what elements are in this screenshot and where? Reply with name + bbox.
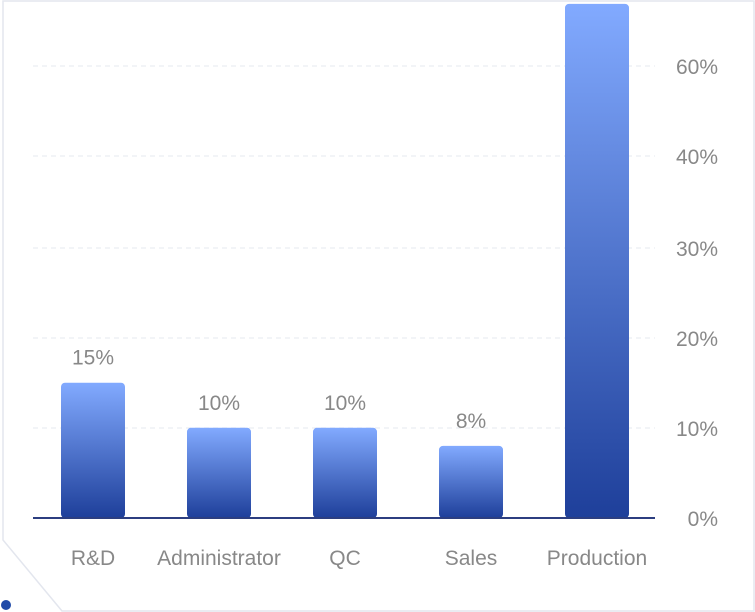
- x-tick-label: Sales: [445, 547, 498, 570]
- corner-dot-icon: [1, 600, 11, 610]
- bars: [61, 3, 629, 519]
- bar: [187, 427, 251, 518]
- labels: 0% 10% 20% 30% 40% 60% 15% R&D 10% Administrator 1…: [71, 56, 718, 570]
- bar-value-label: 10%: [324, 392, 366, 415]
- y-tick-label: 10%: [676, 418, 718, 441]
- bar: [565, 3, 629, 519]
- x-tick-label: Production: [547, 547, 647, 570]
- y-tick-label: 0%: [688, 508, 718, 531]
- bar: [61, 382, 125, 518]
- y-tick-label: 40%: [676, 146, 718, 169]
- x-tick-label: R&D: [71, 547, 115, 570]
- y-tick-label: 60%: [676, 56, 718, 79]
- bar-value-label: 10%: [198, 392, 240, 415]
- y-tick-label: 20%: [676, 328, 718, 351]
- x-tick-label: QC: [329, 547, 361, 570]
- bar-value-label: 15%: [72, 347, 114, 370]
- bar: [313, 427, 377, 518]
- y-tick-label: 30%: [676, 238, 718, 261]
- bar: [439, 445, 503, 518]
- bar-value-label: 8%: [456, 410, 486, 433]
- x-tick-label: Administrator: [157, 547, 281, 570]
